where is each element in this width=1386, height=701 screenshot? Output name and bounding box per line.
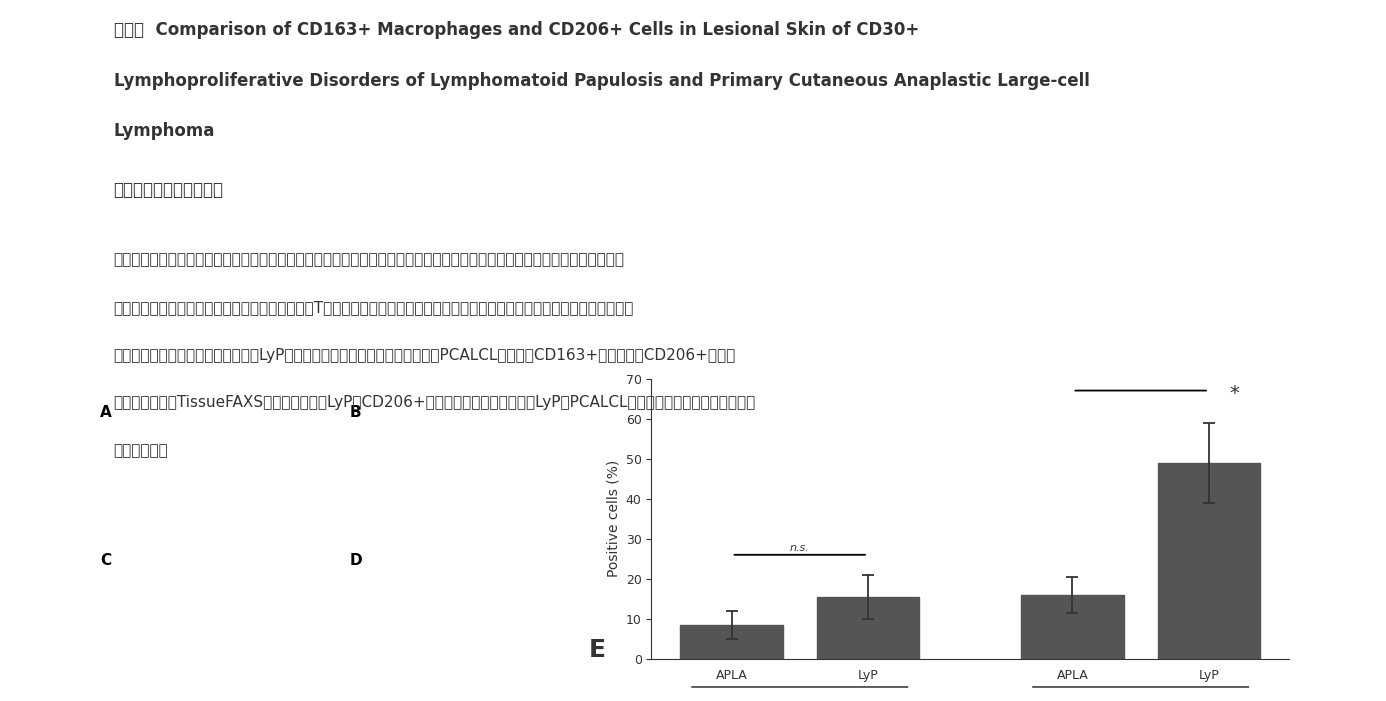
Text: D: D [349,552,362,568]
Text: Lymphoma: Lymphoma [114,122,215,140]
Text: C: C [100,552,111,568]
Bar [681,625,783,659]
Text: B: B [349,405,362,421]
Y-axis label: Positive cells (%): Positive cells (%) [606,460,620,578]
Text: Lymphoproliferative Disorders of Lymphomatoid Papulosis and Primary Cutaneous An: Lymphoproliferative Disorders of Lymphom… [114,72,1089,90]
Text: 不同的分布。: 不同的分布。 [114,443,169,458]
Text: *: * [1229,383,1239,402]
Text: 题目：  Comparison of CD163+ Macrophages and CD206+ Cells in Lesional Skin of CD30+: 题目： Comparison of CD163+ Macrophages and… [114,21,919,39]
Bar [1157,463,1260,659]
Text: n.s.: n.s. [790,543,809,553]
Bar [1021,595,1124,659]
Text: 皮肤内的免疫系统位于表皮和真皮中，虽然表皮中的免疫是通过朗格汉斯细胞介导的，但真皮免疫的有效性取决于几种免疫细胞: 皮肤内的免疫系统位于表皮和真皮中，虽然表皮中的免疫是通过朗格汉斯细胞介导的，但真… [114,252,625,267]
Bar [816,597,919,659]
Text: 态。有研究比较了淡巴瘶样丘疹病（LyP）和原发性皮肤间变性大细胞淡巴瘶（PCALCL）患者中CD163+巨噬细胞与CD206+细胞的: 态。有研究比较了淡巴瘶样丘疹病（LyP）和原发性皮肤间变性大细胞淡巴瘶（PCAL… [114,348,736,362]
Text: 类型之间的密切交流。真皮包括树突状细胞亚群、T细胞和巨噬细胞。真皮巨噬细胞负责清除衰老细胞、细胞外碎片和维持组织稳: 类型之间的密切交流。真皮包括树突状细胞亚群、T细胞和巨噬细胞。真皮巨噬细胞负责清… [114,300,633,315]
Text: A: A [100,405,112,421]
Text: 浸润情况，采用TissueFAXS分析方法，表明LyP中CD206+细胞的比例相对较高，提示LyP和PCALCL病变皮肤的肿瘦浸润组织细胞有: 浸润情况，采用TissueFAXS分析方法，表明LyP中CD206+细胞的比例相… [114,395,755,410]
Text: E: E [589,638,606,662]
Text: 单位：东北大学（日本）: 单位：东北大学（日本） [114,181,223,199]
